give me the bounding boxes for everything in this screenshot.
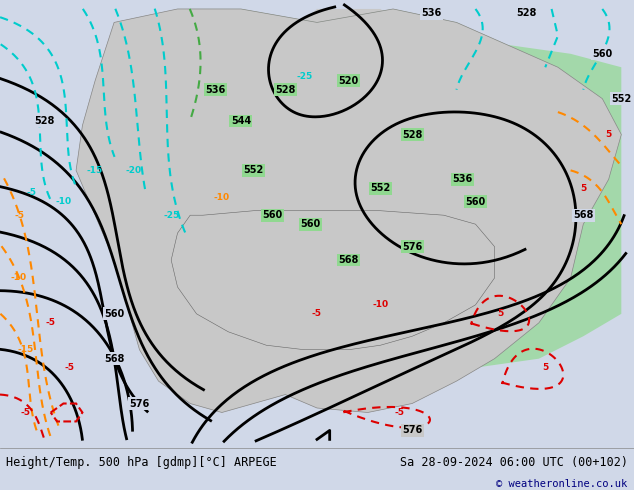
Text: 528: 528 xyxy=(34,116,55,126)
Text: © weatheronline.co.uk: © weatheronline.co.uk xyxy=(496,479,628,489)
Text: 560: 560 xyxy=(592,49,612,59)
Polygon shape xyxy=(292,9,412,67)
Text: 560: 560 xyxy=(301,219,321,229)
Text: Sa 28-09-2024 06:00 UTC (00+102): Sa 28-09-2024 06:00 UTC (00+102) xyxy=(399,456,628,469)
Text: -5: -5 xyxy=(65,363,75,372)
Text: 544: 544 xyxy=(231,116,251,126)
Text: -25: -25 xyxy=(163,211,179,220)
Text: -20: -20 xyxy=(125,166,141,175)
Text: 5: 5 xyxy=(498,309,504,318)
Text: -10: -10 xyxy=(11,273,27,282)
Text: -5: -5 xyxy=(394,408,404,417)
Text: 528: 528 xyxy=(516,8,536,19)
Text: 528: 528 xyxy=(275,85,295,95)
Text: -5: -5 xyxy=(27,188,37,197)
Text: 5: 5 xyxy=(605,130,612,139)
Text: 560: 560 xyxy=(104,309,124,319)
Text: 568: 568 xyxy=(573,210,593,220)
Polygon shape xyxy=(76,9,621,413)
Text: -25: -25 xyxy=(296,72,313,81)
Text: -5: -5 xyxy=(46,318,56,327)
Text: 568: 568 xyxy=(104,354,124,364)
Text: 568: 568 xyxy=(339,255,359,265)
Text: -15: -15 xyxy=(87,166,103,175)
Text: -10: -10 xyxy=(214,193,230,202)
Text: 528: 528 xyxy=(402,129,422,140)
Text: 576: 576 xyxy=(402,425,422,436)
Text: 560: 560 xyxy=(262,210,283,220)
Text: Height/Temp. 500 hPa [gdmp][°C] ARPEGE: Height/Temp. 500 hPa [gdmp][°C] ARPEGE xyxy=(6,456,277,469)
Text: 520: 520 xyxy=(339,75,359,86)
Text: -10: -10 xyxy=(372,300,389,309)
Text: 5: 5 xyxy=(542,363,548,372)
Text: 560: 560 xyxy=(465,197,486,207)
Text: 552: 552 xyxy=(370,183,391,194)
Text: -10: -10 xyxy=(55,197,72,206)
Text: 5: 5 xyxy=(580,184,586,193)
Text: 536: 536 xyxy=(453,174,473,184)
Text: 576: 576 xyxy=(129,398,150,409)
Text: 536: 536 xyxy=(205,85,226,95)
Text: 552: 552 xyxy=(611,94,631,104)
Text: -5: -5 xyxy=(312,309,322,318)
Text: 576: 576 xyxy=(402,242,422,251)
Text: -5: -5 xyxy=(14,211,24,220)
Polygon shape xyxy=(76,9,621,413)
Text: -5: -5 xyxy=(20,408,30,417)
Text: 536: 536 xyxy=(421,8,441,19)
Polygon shape xyxy=(127,9,621,394)
Text: 552: 552 xyxy=(243,165,264,175)
Text: -15: -15 xyxy=(17,345,34,354)
